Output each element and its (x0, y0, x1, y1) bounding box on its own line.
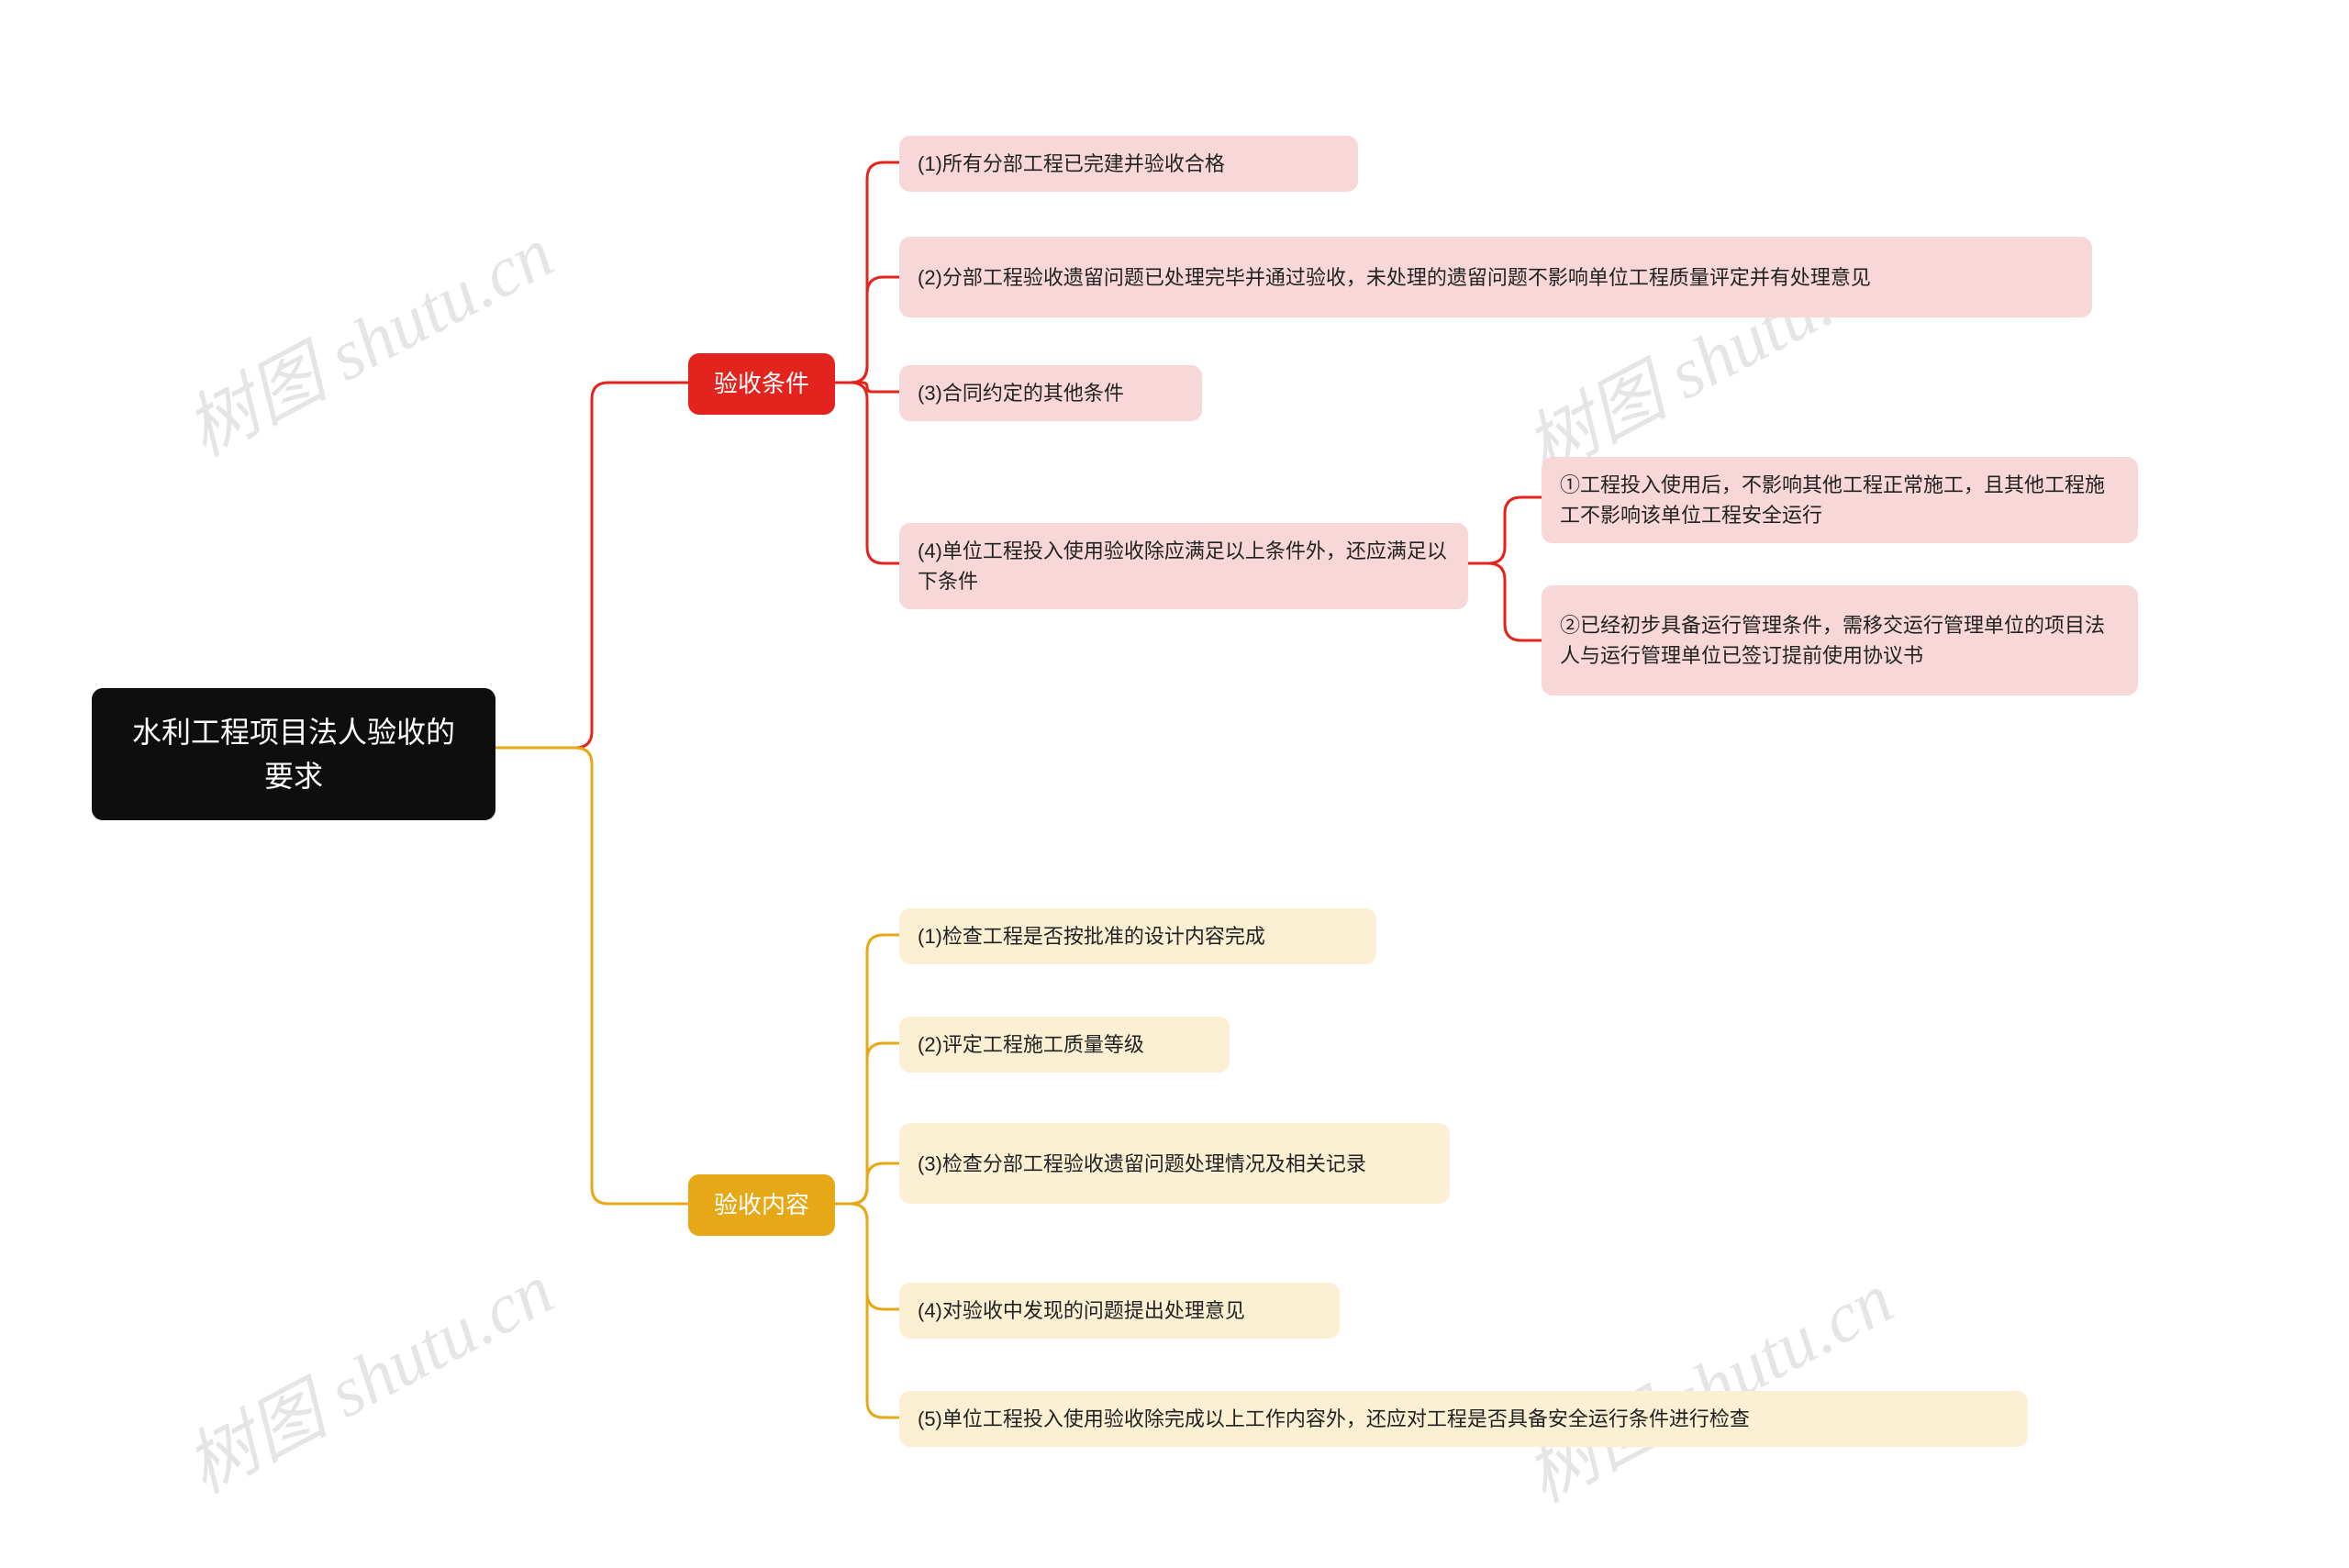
leaf-node[interactable]: (4)对验收中发现的问题提出处理意见 (899, 1283, 1340, 1339)
leaf-node[interactable]: (5)单位工程投入使用验收除完成以上工作内容外，还应对工程是否具备安全运行条件进… (899, 1391, 2028, 1447)
root-label: 水利工程项目法人验收的要求 (119, 710, 468, 798)
watermark: 树图 shutu.cn (165, 197, 568, 476)
leaf-node[interactable]: (1)检查工程是否按批准的设计内容完成 (899, 908, 1376, 964)
leaf-label: (2)分部工程验收遗留问题已处理完毕并通过验收，未处理的遗留问题不影响单位工程质… (918, 262, 1871, 293)
leaf-label: (2)评定工程施工质量等级 (918, 1029, 1144, 1060)
leaf-node[interactable]: ①工程投入使用后，不影响其他工程正常施工，且其他工程施工不影响该单位工程安全运行 (1542, 457, 2138, 543)
leaf-label: (4)对验收中发现的问题提出处理意见 (918, 1296, 1245, 1326)
leaf-label: (1)所有分部工程已完建并验收合格 (918, 149, 1225, 179)
leaf-label: (3)合同约定的其他条件 (918, 378, 1124, 408)
branch-acceptance-conditions[interactable]: 验收条件 (688, 353, 835, 415)
leaf-label: (4)单位工程投入使用验收除应满足以上条件外，还应满足以下条件 (918, 536, 1450, 596)
leaf-label: (3)检查分部工程验收遗留问题处理情况及相关记录 (918, 1149, 1366, 1179)
leaf-label: ②已经初步具备运行管理条件，需移交运行管理单位的项目法人与运行管理单位已签订提前… (1560, 610, 2120, 671)
watermark: 树图 shutu.cn (1505, 1243, 1908, 1522)
leaf-label: (1)检查工程是否按批准的设计内容完成 (918, 921, 1265, 951)
leaf-node[interactable]: (3)合同约定的其他条件 (899, 365, 1202, 421)
leaf-node[interactable]: (3)检查分部工程验收遗留问题处理情况及相关记录 (899, 1123, 1450, 1204)
branch-label: 验收条件 (714, 366, 809, 402)
leaf-node[interactable]: ②已经初步具备运行管理条件，需移交运行管理单位的项目法人与运行管理单位已签订提前… (1542, 585, 2138, 695)
watermark: 树图 shutu.cn (165, 1234, 568, 1513)
leaf-node[interactable]: (4)单位工程投入使用验收除应满足以上条件外，还应满足以下条件 (899, 523, 1468, 609)
leaf-node[interactable]: (2)评定工程施工质量等级 (899, 1017, 1230, 1073)
branch-label: 验收内容 (714, 1187, 809, 1223)
leaf-node[interactable]: (2)分部工程验收遗留问题已处理完毕并通过验收，未处理的遗留问题不影响单位工程质… (899, 237, 2092, 317)
leaf-node[interactable]: (1)所有分部工程已完建并验收合格 (899, 136, 1358, 192)
leaf-label: (5)单位工程投入使用验收除完成以上工作内容外，还应对工程是否具备安全运行条件进… (918, 1404, 1750, 1434)
mindmap-root[interactable]: 水利工程项目法人验收的要求 (92, 688, 495, 820)
leaf-label: ①工程投入使用后，不影响其他工程正常施工，且其他工程施工不影响该单位工程安全运行 (1560, 470, 2120, 530)
branch-acceptance-content[interactable]: 验收内容 (688, 1174, 835, 1236)
